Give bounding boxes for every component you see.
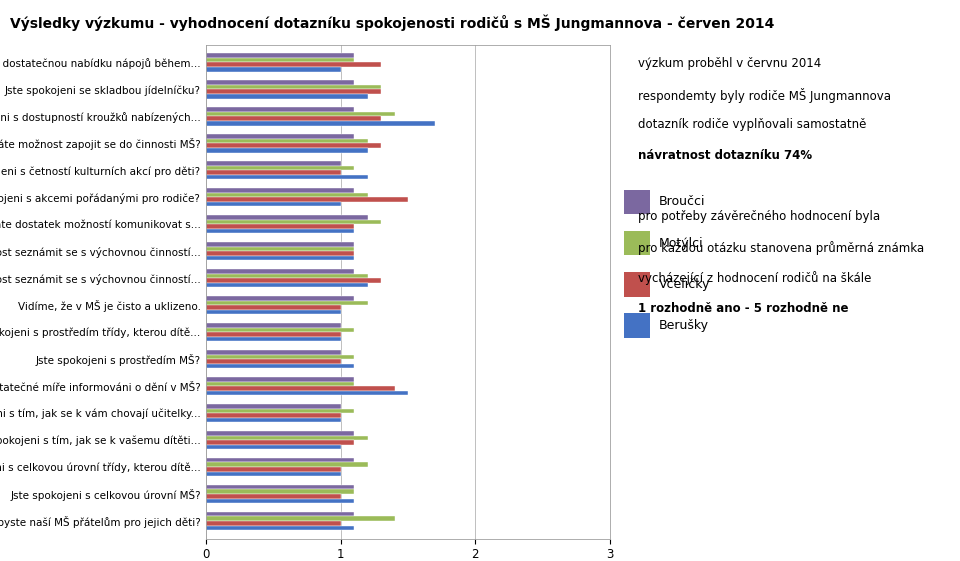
- Bar: [206, 310, 341, 314]
- Bar: [206, 462, 368, 467]
- Text: Výsledky výzkumu - vyhodnocení dotazníku spokojenosti rodičů s MŠ Jungmannova - : Výsledky výzkumu - vyhodnocení dotazníku…: [10, 14, 774, 30]
- Text: pro potřeby závěrečného hodnocení byla: pro potřeby závěrečného hodnocení byla: [638, 210, 880, 223]
- Bar: [206, 197, 408, 202]
- Bar: [206, 193, 368, 197]
- Bar: [206, 431, 354, 435]
- Bar: [206, 242, 354, 247]
- Bar: [206, 67, 341, 72]
- Bar: [206, 337, 341, 341]
- Bar: [206, 355, 354, 359]
- Text: návratnost dotazníku 74%: návratnost dotazníku 74%: [638, 149, 812, 162]
- Bar: [206, 440, 354, 445]
- Text: 1 rozhodně ano - 5 rozhodně ne: 1 rozhodně ano - 5 rozhodně ne: [638, 302, 849, 315]
- Bar: [206, 134, 354, 139]
- Bar: [206, 377, 354, 381]
- Bar: [206, 256, 354, 260]
- Bar: [206, 472, 341, 476]
- Bar: [206, 494, 341, 499]
- Bar: [206, 53, 354, 58]
- Bar: [206, 251, 354, 256]
- Text: dotazník rodiče vyplňovali samostatně: dotazník rodiče vyplňovali samostatně: [638, 118, 867, 131]
- Bar: [206, 467, 341, 472]
- Bar: [206, 116, 381, 121]
- Bar: [206, 364, 354, 369]
- Bar: [206, 445, 341, 449]
- Bar: [206, 171, 341, 175]
- Bar: [206, 62, 381, 67]
- Bar: [206, 278, 381, 283]
- Bar: [206, 94, 368, 99]
- Bar: [206, 80, 354, 85]
- Text: vycházející z hodnocení rodičů na škále: vycházející z hodnocení rodičů na škále: [638, 272, 872, 286]
- Bar: [206, 418, 341, 422]
- Bar: [206, 148, 368, 153]
- Bar: [206, 323, 341, 328]
- Text: pro každou otázku stanovena průměrná známka: pro každou otázku stanovena průměrná zná…: [638, 241, 924, 255]
- Text: Broučci: Broučci: [659, 195, 706, 209]
- Bar: [206, 499, 354, 503]
- Bar: [206, 512, 354, 517]
- Bar: [206, 404, 341, 408]
- Bar: [206, 112, 395, 116]
- Bar: [206, 165, 354, 171]
- Bar: [206, 408, 354, 413]
- Bar: [206, 202, 341, 206]
- Bar: [206, 305, 341, 310]
- Text: respondemty byly rodiče MŠ Jungmannova: respondemty byly rodiče MŠ Jungmannova: [638, 88, 892, 103]
- Bar: [206, 526, 354, 530]
- Bar: [206, 107, 354, 112]
- Bar: [206, 161, 341, 165]
- Bar: [206, 386, 395, 390]
- Bar: [206, 58, 354, 62]
- Bar: [206, 188, 354, 193]
- Bar: [206, 269, 354, 274]
- Bar: [206, 381, 354, 386]
- Bar: [206, 85, 381, 89]
- Bar: [206, 489, 354, 494]
- Bar: [206, 350, 341, 355]
- Bar: [206, 215, 368, 220]
- Text: Berušky: Berušky: [659, 319, 708, 332]
- FancyBboxPatch shape: [624, 190, 650, 214]
- Bar: [206, 328, 354, 332]
- FancyBboxPatch shape: [624, 231, 650, 255]
- Bar: [206, 224, 354, 229]
- Text: Motýlci: Motýlci: [659, 237, 704, 250]
- FancyBboxPatch shape: [624, 313, 650, 338]
- Bar: [206, 220, 381, 224]
- Text: výzkum proběhl v červnu 2014: výzkum proběhl v červnu 2014: [638, 57, 822, 70]
- Bar: [206, 121, 435, 126]
- Bar: [206, 229, 354, 233]
- Bar: [206, 283, 368, 287]
- Bar: [206, 301, 368, 305]
- Bar: [206, 296, 354, 301]
- Bar: [206, 390, 408, 396]
- Bar: [206, 435, 368, 440]
- Bar: [206, 139, 368, 144]
- FancyBboxPatch shape: [624, 272, 650, 297]
- Bar: [206, 413, 341, 418]
- Bar: [206, 175, 368, 180]
- Bar: [206, 458, 354, 462]
- Text: Včeličky: Včeličky: [659, 278, 710, 291]
- Bar: [206, 485, 354, 489]
- Bar: [206, 359, 341, 364]
- Bar: [206, 521, 341, 526]
- Bar: [206, 89, 381, 94]
- Bar: [206, 247, 354, 251]
- Bar: [206, 144, 381, 148]
- Bar: [206, 274, 368, 278]
- Bar: [206, 517, 395, 521]
- Bar: [206, 332, 341, 337]
